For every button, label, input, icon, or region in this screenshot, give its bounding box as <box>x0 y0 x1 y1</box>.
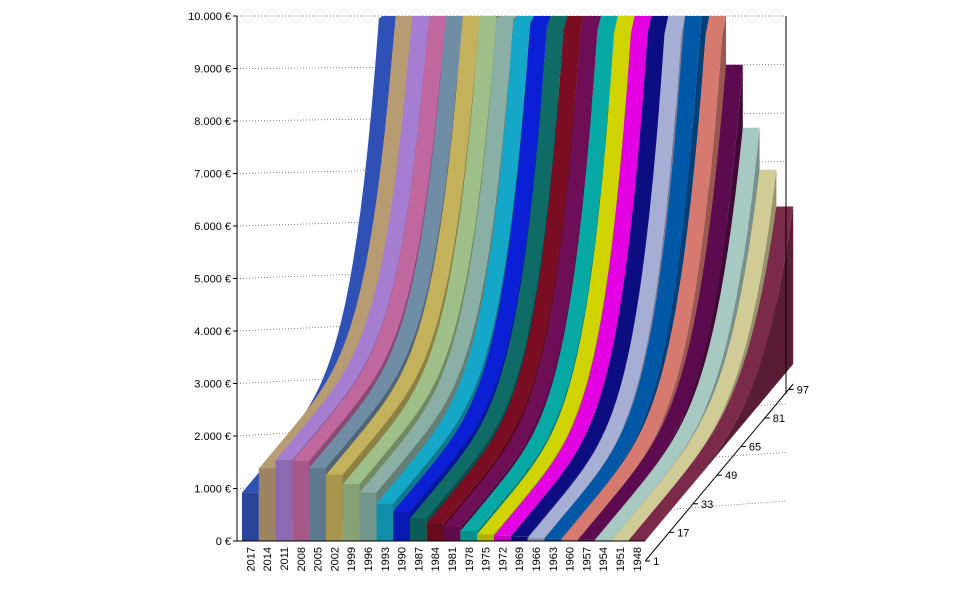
series-front-1981 <box>443 526 461 541</box>
category-label: 1951 <box>615 547 627 571</box>
category-label: 1969 <box>514 547 526 571</box>
series-front-1978 <box>460 531 478 541</box>
depth-tick-label: 49 <box>725 470 737 482</box>
series-front-1966 <box>527 537 545 541</box>
series-front-1987 <box>410 518 427 541</box>
category-label: 1978 <box>464 547 476 571</box>
depth-axis-line <box>644 383 794 562</box>
series-surface-1981 <box>443 16 609 527</box>
series-surface-2011 <box>275 16 441 461</box>
series-surface-1963 <box>544 16 710 539</box>
category-label: 1957 <box>581 547 593 571</box>
category-label: 1963 <box>548 547 560 571</box>
series-front-1957 <box>578 539 595 541</box>
series-surface-1975 <box>477 16 642 535</box>
category-label: 1954 <box>598 547 610 571</box>
series-front-2008 <box>292 461 310 541</box>
series-front-1996 <box>359 492 377 541</box>
y-tick-label: 5.000 € <box>194 274 231 286</box>
y-tick-label: 6.000 € <box>194 221 231 233</box>
category-label: 1993 <box>380 547 392 571</box>
depth-tick-label: 17 <box>677 527 689 539</box>
series-front-1990 <box>393 511 410 541</box>
series-front-1984 <box>426 523 444 541</box>
series-front-1969 <box>510 536 528 541</box>
category-label: 1981 <box>447 547 459 571</box>
series-surface-1996 <box>359 16 525 493</box>
category-label: 1972 <box>497 547 509 571</box>
category-label: 1996 <box>363 547 375 571</box>
series-side-1957 <box>594 64 743 541</box>
series-surface-1966 <box>527 16 693 538</box>
category-label: 1966 <box>531 547 543 571</box>
series-surface-1957 <box>578 64 743 540</box>
y-tick-label: 0 € <box>216 536 231 548</box>
series-surface-1960 <box>561 16 726 540</box>
series-surface-1972 <box>494 16 659 536</box>
y-tick-label: 7.000 € <box>194 169 231 181</box>
series-surface-1951 <box>611 169 777 541</box>
series-surface-1990 <box>393 16 558 512</box>
category-label: 1960 <box>565 547 577 571</box>
category-label: 1984 <box>430 547 442 571</box>
category-label: 2014 <box>262 547 274 571</box>
category-label: 1990 <box>397 547 409 571</box>
series-side-1954 <box>611 127 760 541</box>
series-layer <box>242 16 794 541</box>
depth-tick-label: 65 <box>749 442 761 454</box>
category-label: 2008 <box>296 547 308 571</box>
series-surface-1948 <box>628 206 794 541</box>
series-front-1975 <box>477 534 494 541</box>
series-front-2005 <box>309 468 326 541</box>
y-tick-label: 3.000 € <box>194 379 231 391</box>
category-label: 1975 <box>481 547 493 571</box>
series-front-2014 <box>258 468 276 541</box>
series-surface-1954 <box>594 127 760 541</box>
y-tick-label: 10.000 € <box>188 11 231 23</box>
category-label: 2017 <box>245 547 257 571</box>
depth-tick-label: 33 <box>701 499 713 511</box>
category-label: 2011 <box>279 547 291 571</box>
series-surface-1999 <box>342 16 508 485</box>
series-surface-1984 <box>426 16 592 524</box>
series-side-1963 <box>561 16 710 541</box>
series-surface-2008 <box>292 16 458 462</box>
y-tick-label: 2.000 € <box>194 431 231 443</box>
axis-layer: 0 € 1.000 € 2.000 € 3.000 € 4.000 € 5.000 € 6.… <box>188 11 809 571</box>
series-front-1960 <box>561 539 578 541</box>
series-front-1963 <box>544 538 562 541</box>
depth-tick-label: 1 <box>653 556 659 568</box>
category-label: 1987 <box>413 547 425 571</box>
category-label: 2002 <box>329 547 341 571</box>
series-front-2017 <box>242 492 259 541</box>
depth-tick-label: 97 <box>797 384 809 396</box>
series-front-2011 <box>275 460 293 541</box>
depth-tick-label: 81 <box>773 413 785 425</box>
series-front-2002 <box>326 474 343 541</box>
series-surface-2005 <box>309 16 474 469</box>
series-surface-2002 <box>326 16 491 475</box>
series-surface-1978 <box>460 16 626 532</box>
series-front-1972 <box>494 535 511 541</box>
y-tick-label: 9.000 € <box>194 64 231 76</box>
series-surface-1987 <box>410 16 575 519</box>
y-tick-label: 1.000 € <box>194 484 231 496</box>
series-front-1993 <box>376 503 394 541</box>
y-tick-label: 8.000 € <box>194 116 231 128</box>
category-label: 1948 <box>632 547 644 571</box>
series-surface-1993 <box>376 16 542 504</box>
series-side-1948 <box>645 206 794 541</box>
y-tick-label: 4.000 € <box>194 326 231 338</box>
series-front-1999 <box>342 484 360 541</box>
category-label: 2005 <box>313 547 325 571</box>
series-surface-1969 <box>510 16 676 537</box>
category-label: 1999 <box>346 547 358 571</box>
